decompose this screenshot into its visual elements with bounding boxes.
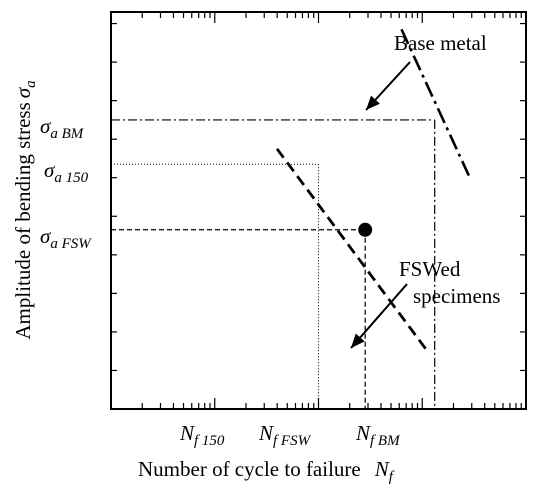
x-tick-label-nffsw: Nf FSW bbox=[258, 421, 312, 449]
x-axis-title: Number of cycle to failure Nf bbox=[138, 457, 395, 485]
x-axis-symbol-sub: f bbox=[389, 469, 395, 485]
y-tick-label-150: σa 150 bbox=[44, 158, 89, 186]
x-axis-symbol: N bbox=[374, 457, 390, 481]
x-axis-label: Number of cycle to failure bbox=[138, 457, 361, 481]
y-axis-title: Amplitude of bending stress σa bbox=[11, 80, 39, 339]
y-axis-symbol: σ bbox=[11, 86, 35, 98]
series-fswed-line bbox=[275, 147, 429, 353]
series-base-metal-line bbox=[400, 28, 471, 177]
y-tick-label-bm: σa BM bbox=[40, 114, 85, 142]
data-point-fsw bbox=[358, 222, 373, 237]
annotation-base-metal: Base metal bbox=[394, 31, 487, 55]
y-axis-symbol-sub: a bbox=[23, 80, 39, 88]
y-tick-label-fsw: σa FSW bbox=[40, 224, 92, 252]
arrow-fswed-head bbox=[351, 333, 365, 348]
series-lines bbox=[275, 28, 471, 353]
tick-marks bbox=[110, 12, 526, 409]
annotation-arrows bbox=[350, 61, 411, 349]
annotation-fswed-line2: specimens bbox=[413, 284, 500, 308]
x-tick-label-nfbm: Nf BM bbox=[355, 421, 401, 449]
arrow-fswed bbox=[350, 283, 408, 349]
x-tick-label-nf150: Nf 150 bbox=[179, 421, 225, 449]
y-axis-label: Amplitude of bending stress bbox=[11, 102, 35, 339]
guide-lines bbox=[111, 119, 436, 409]
plot-frame bbox=[110, 11, 527, 410]
arrow-base-metal-head bbox=[366, 95, 380, 110]
annotation-fswed-line1: FSWed bbox=[399, 257, 461, 281]
